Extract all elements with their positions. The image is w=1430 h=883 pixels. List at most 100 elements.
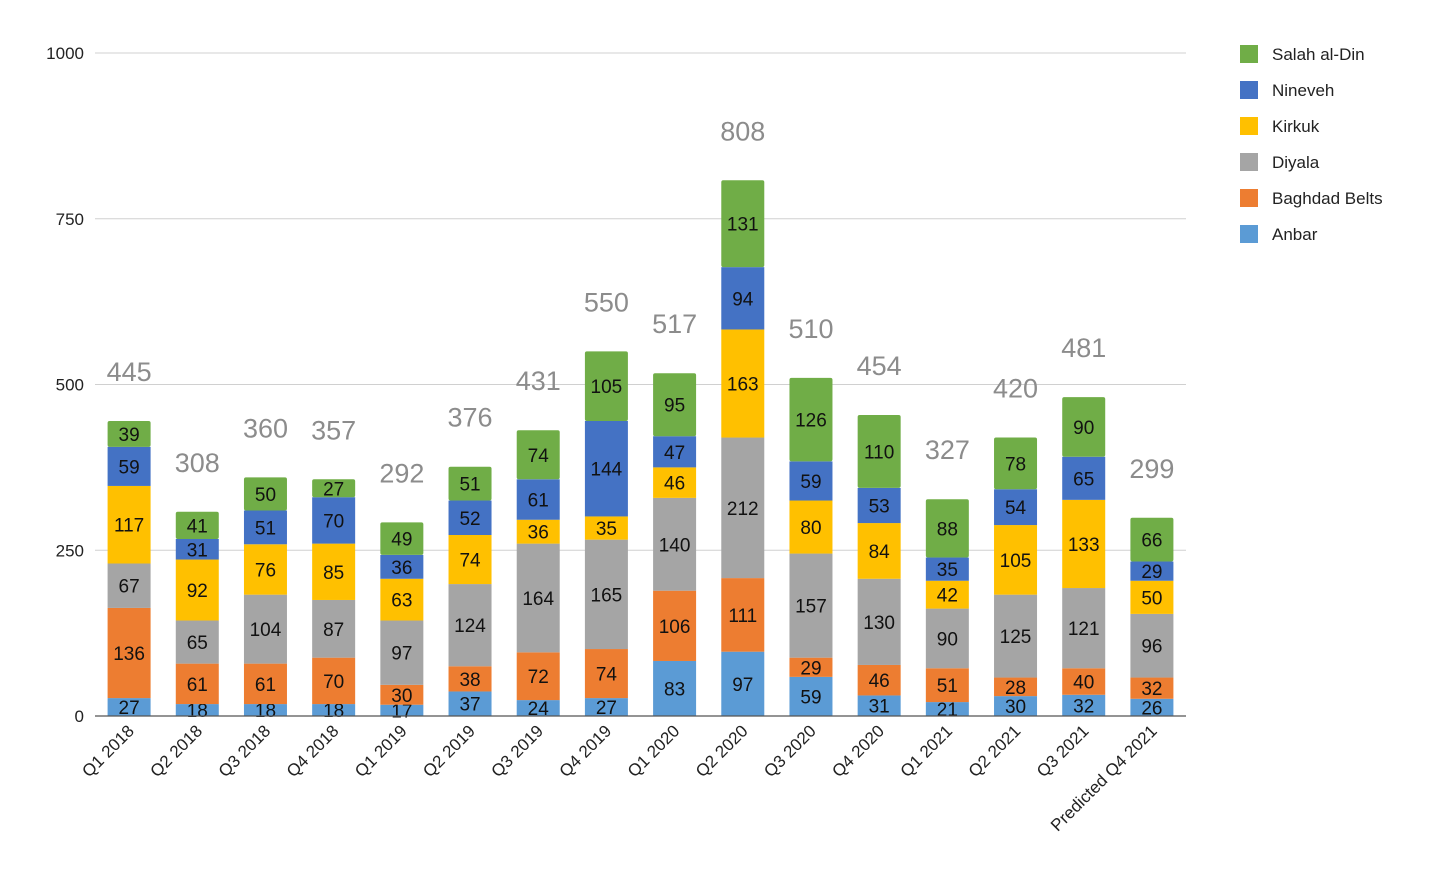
bar-segment-salah-al-din bbox=[994, 437, 1038, 490]
data-label: 110 bbox=[864, 442, 894, 463]
data-label: 104 bbox=[250, 620, 282, 641]
bar-segment-salah-al-din bbox=[925, 499, 969, 558]
data-label: 140 bbox=[659, 535, 691, 556]
x-tick-label: Q3 2020 bbox=[760, 721, 820, 781]
bar-segment-kirkuk bbox=[994, 525, 1038, 595]
bar-segment-diyala bbox=[1130, 613, 1174, 678]
data-label: 63 bbox=[391, 591, 412, 612]
legend-swatch bbox=[1240, 225, 1258, 243]
data-label: 30 bbox=[1005, 697, 1026, 718]
bar-segment-kirkuk bbox=[380, 578, 424, 621]
bar-segment-nineveh bbox=[448, 500, 492, 536]
bar-segment-diyala bbox=[243, 594, 287, 664]
bar-segment-diyala bbox=[994, 594, 1038, 678]
bar-total-label: 308 bbox=[175, 448, 220, 478]
x-tick-label: Q2 2021 bbox=[965, 721, 1025, 781]
x-tick-label: Q2 2018 bbox=[147, 721, 207, 781]
data-label: 136 bbox=[113, 644, 145, 665]
data-label: 133 bbox=[1068, 535, 1100, 556]
y-axis: 0 250 500 750 1000 bbox=[46, 44, 84, 726]
data-label: 49 bbox=[391, 530, 412, 551]
bar-segment-diyala bbox=[448, 584, 492, 667]
data-label: 17 bbox=[391, 701, 412, 722]
data-label: 83 bbox=[664, 679, 685, 700]
y-tick-label: 250 bbox=[56, 541, 84, 560]
bar-segment-anbar bbox=[789, 676, 833, 716]
data-label: 35 bbox=[596, 519, 617, 540]
data-label: 130 bbox=[863, 613, 895, 634]
bar-segment-anbar bbox=[312, 704, 356, 716]
data-label: 84 bbox=[869, 542, 891, 563]
bar-segment-nineveh bbox=[175, 538, 219, 560]
bar-segment-nineveh bbox=[107, 446, 151, 486]
bar-total-label: 431 bbox=[516, 366, 561, 396]
data-label: 36 bbox=[528, 523, 549, 544]
bar-segment-baghdad-belts bbox=[448, 666, 492, 692]
data-label: 157 bbox=[795, 597, 827, 618]
legend-label: Baghdad Belts bbox=[1272, 189, 1383, 208]
data-label: 124 bbox=[454, 616, 486, 637]
data-label: 59 bbox=[119, 457, 140, 478]
x-tick-label: Q4 2020 bbox=[828, 721, 888, 781]
bar-segment-diyala bbox=[516, 543, 560, 653]
bar-segment-anbar bbox=[857, 695, 901, 716]
bar-segment-anbar bbox=[243, 704, 287, 716]
data-label: 51 bbox=[937, 676, 958, 697]
bar-segment-kirkuk bbox=[107, 485, 151, 564]
data-label: 40 bbox=[1073, 673, 1094, 694]
data-label: 105 bbox=[591, 377, 623, 398]
x-axis: Q1 2018 Q2 2018 Q3 2018 Q4 2018 Q1 2019 Q2 20… bbox=[78, 715, 1186, 835]
bar-segment-baghdad-belts bbox=[175, 663, 219, 705]
bar-total-label: 420 bbox=[993, 374, 1038, 404]
legend-swatch bbox=[1240, 45, 1258, 63]
data-label: 31 bbox=[869, 697, 890, 718]
bar-total-label: 481 bbox=[1061, 333, 1106, 363]
data-label: 46 bbox=[664, 474, 685, 495]
bar-segment-baghdad-belts bbox=[653, 590, 697, 661]
x-tick-label: Q3 2018 bbox=[215, 721, 275, 781]
data-label: 27 bbox=[119, 698, 140, 719]
bar-segment-anbar bbox=[1130, 698, 1174, 716]
bar-segment-anbar bbox=[107, 698, 151, 716]
data-label: 47 bbox=[664, 443, 685, 464]
data-label: 42 bbox=[937, 586, 958, 607]
legend-label: Salah al-Din bbox=[1272, 45, 1365, 64]
bar-segment-baghdad-belts bbox=[516, 652, 560, 701]
bar-segment-kirkuk bbox=[653, 467, 697, 498]
data-label: 51 bbox=[459, 475, 480, 496]
bar-total-label: 327 bbox=[925, 435, 970, 465]
bar-segment-salah-al-din bbox=[1062, 397, 1106, 457]
bar-total-label: 360 bbox=[243, 413, 288, 443]
bar-segment-baghdad-belts bbox=[380, 684, 424, 705]
data-label: 105 bbox=[1000, 551, 1032, 572]
bar-total-label: 454 bbox=[857, 351, 902, 381]
data-label: 106 bbox=[659, 617, 691, 638]
bar-total-label: 292 bbox=[379, 458, 424, 488]
bar-segment-nineveh bbox=[653, 436, 697, 468]
data-label: 18 bbox=[255, 701, 276, 722]
bar-segment-salah-al-din bbox=[1130, 517, 1174, 562]
data-label: 212 bbox=[727, 499, 759, 520]
bar-total-label: 376 bbox=[448, 403, 493, 433]
data-label: 51 bbox=[255, 518, 276, 539]
legend: Salah al-Din Nineveh Kirkuk Diyala Baghdad B… bbox=[1240, 45, 1383, 244]
data-label: 65 bbox=[187, 633, 208, 654]
data-label: 36 bbox=[391, 558, 412, 579]
data-label: 94 bbox=[732, 289, 754, 310]
bar-segment-salah-al-din bbox=[516, 430, 560, 480]
data-label: 97 bbox=[732, 675, 753, 696]
bar-segment-diyala bbox=[107, 563, 151, 608]
data-label: 35 bbox=[937, 560, 958, 581]
data-label: 50 bbox=[255, 485, 276, 506]
data-label: 59 bbox=[800, 687, 821, 708]
data-label: 163 bbox=[727, 375, 759, 396]
data-label: 50 bbox=[1141, 588, 1162, 609]
data-label: 72 bbox=[528, 667, 549, 688]
bar-segment-baghdad-belts bbox=[1062, 668, 1106, 695]
data-label: 78 bbox=[1005, 454, 1026, 475]
bar-segment-kirkuk bbox=[721, 329, 765, 438]
data-label: 18 bbox=[323, 701, 344, 722]
legend-swatch bbox=[1240, 117, 1258, 135]
data-label: 92 bbox=[187, 581, 208, 602]
bar-segment-anbar bbox=[448, 691, 492, 716]
